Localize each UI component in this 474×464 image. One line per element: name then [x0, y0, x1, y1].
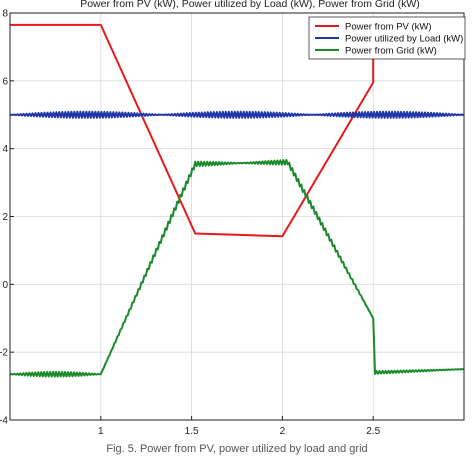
- x-tick-label: 2.5: [366, 426, 380, 437]
- series-line-load: [9, 110, 464, 119]
- series-line-grid: [9, 159, 465, 378]
- x-tick-label: 2: [280, 426, 286, 437]
- y-tick-label: -4: [0, 416, 8, 427]
- chart-title: Power from PV (kW), Power utilized by Lo…: [80, 0, 420, 10]
- y-tick-label: 2: [2, 212, 8, 223]
- figure-caption: Fig. 5. Power from PV, power utilized by…: [106, 443, 367, 455]
- grid: [10, 12, 464, 421]
- legend-label-grid: Power from Grid (kW): [345, 46, 437, 57]
- series-layer: [9, 23, 465, 378]
- legend-label-load: Power utilized by Load (kW): [345, 34, 463, 45]
- y-tick-label: -2: [0, 348, 8, 359]
- tick-layer: 1 1.5 2 2.5 -4 -2 0 2 4 6 8: [0, 9, 381, 438]
- x-tick-label: 1.5: [185, 426, 199, 437]
- y-tick-label: 4: [2, 144, 8, 155]
- y-tick-label: 0: [2, 280, 8, 291]
- x-tick-label: 1: [98, 426, 104, 437]
- legend: Power from PV (kW) Power utilized by Loa…: [308, 16, 466, 60]
- y-tick-label: 8: [2, 9, 8, 20]
- y-tick-label: 6: [2, 76, 8, 87]
- legend-label-pv: Power from PV (kW): [345, 22, 432, 33]
